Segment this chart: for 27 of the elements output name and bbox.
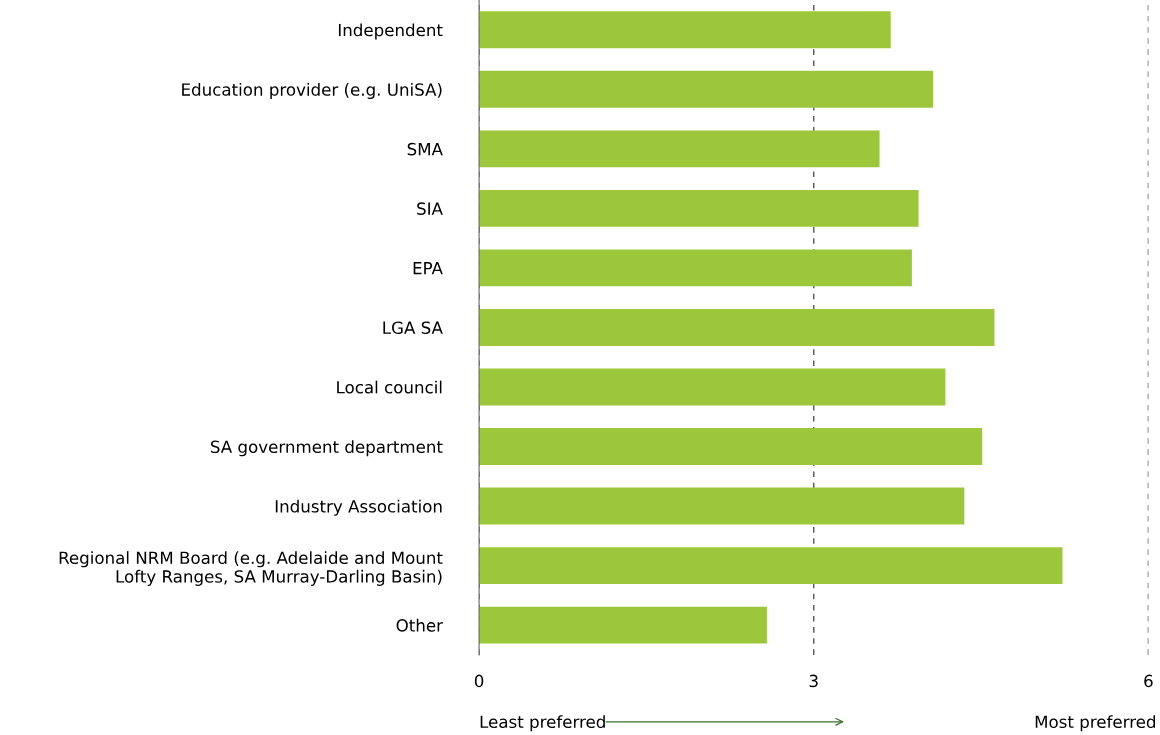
y-tick-label: Local council [337,380,442,394]
bar [479,428,983,465]
y-tick-label: SMA [407,142,443,156]
bar [479,487,965,525]
bar [479,11,891,49]
bar [479,606,767,644]
bar [479,368,946,406]
x-tick-label: 3 [809,674,818,688]
y-tick-label: Regional NRM Board (e.g. Adelaide and Mount Lofty Ranges, SA Murray-Darling Basin) [59,551,443,586]
x-tick-label: 6 [1144,674,1153,688]
bar [479,189,919,227]
bar [479,249,912,287]
y-tick-label: EPA [413,262,443,275]
bar [479,70,934,108]
x-tick-label: 0 [474,674,484,688]
bar [479,547,1063,585]
text: Most preferred [1035,715,1155,732]
y-tick-label: Industry Association [275,499,442,516]
y-tick-label: Other [396,618,443,632]
bar [479,130,880,168]
y-tick-label: LGA SA [383,321,443,335]
y-tick-label: SA government department [210,440,443,457]
y-tick-label: SIA [417,202,443,215]
y-tick-label: Independent [338,23,443,40]
y-tick-label: Education provider (e.g. UniSA) [182,82,442,100]
bar [479,308,995,346]
text: Least preferred [480,715,605,732]
